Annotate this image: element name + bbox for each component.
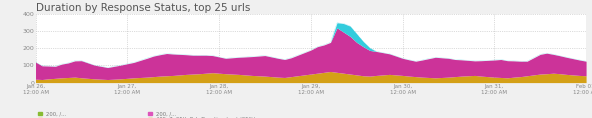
Text: Duration by Response Status, top 25 urls: Duration by Response Status, top 25 urls	[36, 3, 250, 13]
Legend: 200, /..., 301, /..., 403, 7, 95th Pct. Duration (ms) (95%), 200, /..., 405, 7. : 200, /..., 301, /..., 403, 7, 95th Pct. …	[38, 111, 256, 118]
